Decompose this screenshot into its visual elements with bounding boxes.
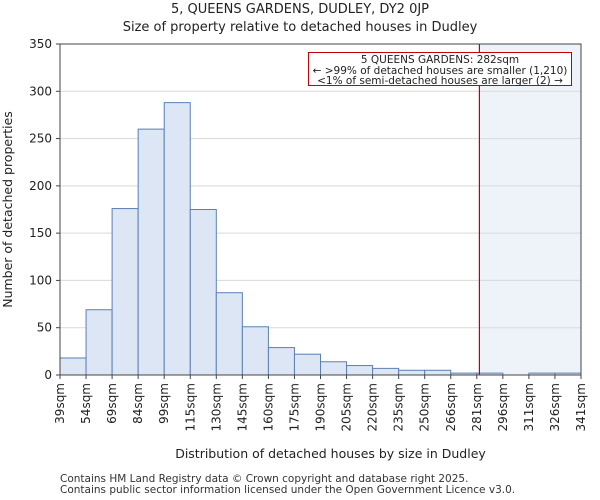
x-tick-label: 205sqm [340, 383, 354, 431]
x-tick-label: 220sqm [366, 383, 380, 431]
bar-235sqm [398, 369, 426, 376]
bar-99sqm [163, 102, 191, 376]
bar-175sqm [293, 353, 322, 376]
annotation-box: 5 QUEENS GARDENS: 282sqm ← >99% of detac… [308, 52, 572, 86]
x-tick-label: 145sqm [235, 383, 249, 431]
bar-115sqm [189, 209, 217, 376]
y-tick-label: 300 [29, 84, 52, 98]
bar-84sqm [137, 128, 165, 376]
y-axis-label: Number of detached properties [0, 111, 15, 308]
x-tick-label: 115sqm [183, 383, 197, 431]
x-tick-label: 266sqm [444, 383, 458, 431]
x-tick-label: 281sqm [470, 383, 484, 431]
bar-69sqm [111, 208, 139, 376]
bar-190sqm [320, 361, 348, 376]
y-tick-label: 100 [29, 273, 52, 287]
x-axis-label: Distribution of detached houses by size … [175, 446, 486, 461]
bar-250sqm [424, 369, 452, 376]
footer-line-2: Contains public sector information licen… [60, 484, 516, 496]
x-tick-label: 341sqm [574, 383, 588, 431]
y-tick-label: 350 [29, 37, 52, 51]
x-tick-label: 69sqm [105, 383, 119, 424]
x-tick-label: 130sqm [209, 383, 223, 431]
x-axis-ticks: 39sqm 54sqm 69sqm 84sqm 99sqm 115sqm 130sqm 145… [53, 375, 588, 431]
footer-line-1: Contains HM Land Registry data © Crown c… [60, 473, 469, 485]
x-tick-label: 235sqm [392, 383, 406, 431]
x-tick-label: 296sqm [496, 383, 510, 431]
bar-160sqm [267, 347, 295, 376]
bar-145sqm [241, 326, 269, 376]
y-tick-label: 250 [29, 132, 52, 146]
bar-39sqm [59, 357, 87, 376]
x-tick-label: 311sqm [522, 383, 536, 431]
y-axis-ticks: 0 50 100 150 200 250 300 350 [29, 37, 60, 382]
x-tick-label: 84sqm [131, 383, 145, 424]
bar-54sqm [85, 309, 113, 376]
y-tick-label: 0 [44, 368, 52, 382]
bar-205sqm [346, 365, 374, 376]
chart-title: 5, QUEENS GARDENS, DUDLEY, DY2 0JP [170, 2, 430, 17]
annotation-line-1: 5 QUEENS GARDENS: 282sqm [360, 54, 520, 66]
x-tick-label: 99sqm [157, 383, 171, 424]
x-tick-label: 160sqm [261, 383, 275, 431]
y-tick-label: 200 [29, 179, 52, 193]
annotation-line-2: ← >99% of detached houses are smaller (1… [312, 64, 568, 77]
y-tick-label: 150 [29, 226, 52, 240]
x-tick-label: 54sqm [79, 383, 93, 424]
x-tick-label: 190sqm [314, 383, 328, 431]
bar-220sqm [372, 367, 400, 376]
y-tick-label: 50 [37, 321, 52, 335]
chart-subtitle: Size of property relative to detached ho… [122, 20, 478, 35]
x-tick-label: 326sqm [548, 383, 562, 431]
highlight-region [479, 44, 581, 375]
x-tick-label: 39sqm [53, 383, 67, 424]
x-tick-label: 175sqm [287, 383, 301, 431]
annotation-line-3: <1% of semi-detached houses are larger (… [317, 75, 563, 87]
bar-130sqm [215, 292, 243, 376]
x-tick-label: 250sqm [418, 383, 432, 431]
